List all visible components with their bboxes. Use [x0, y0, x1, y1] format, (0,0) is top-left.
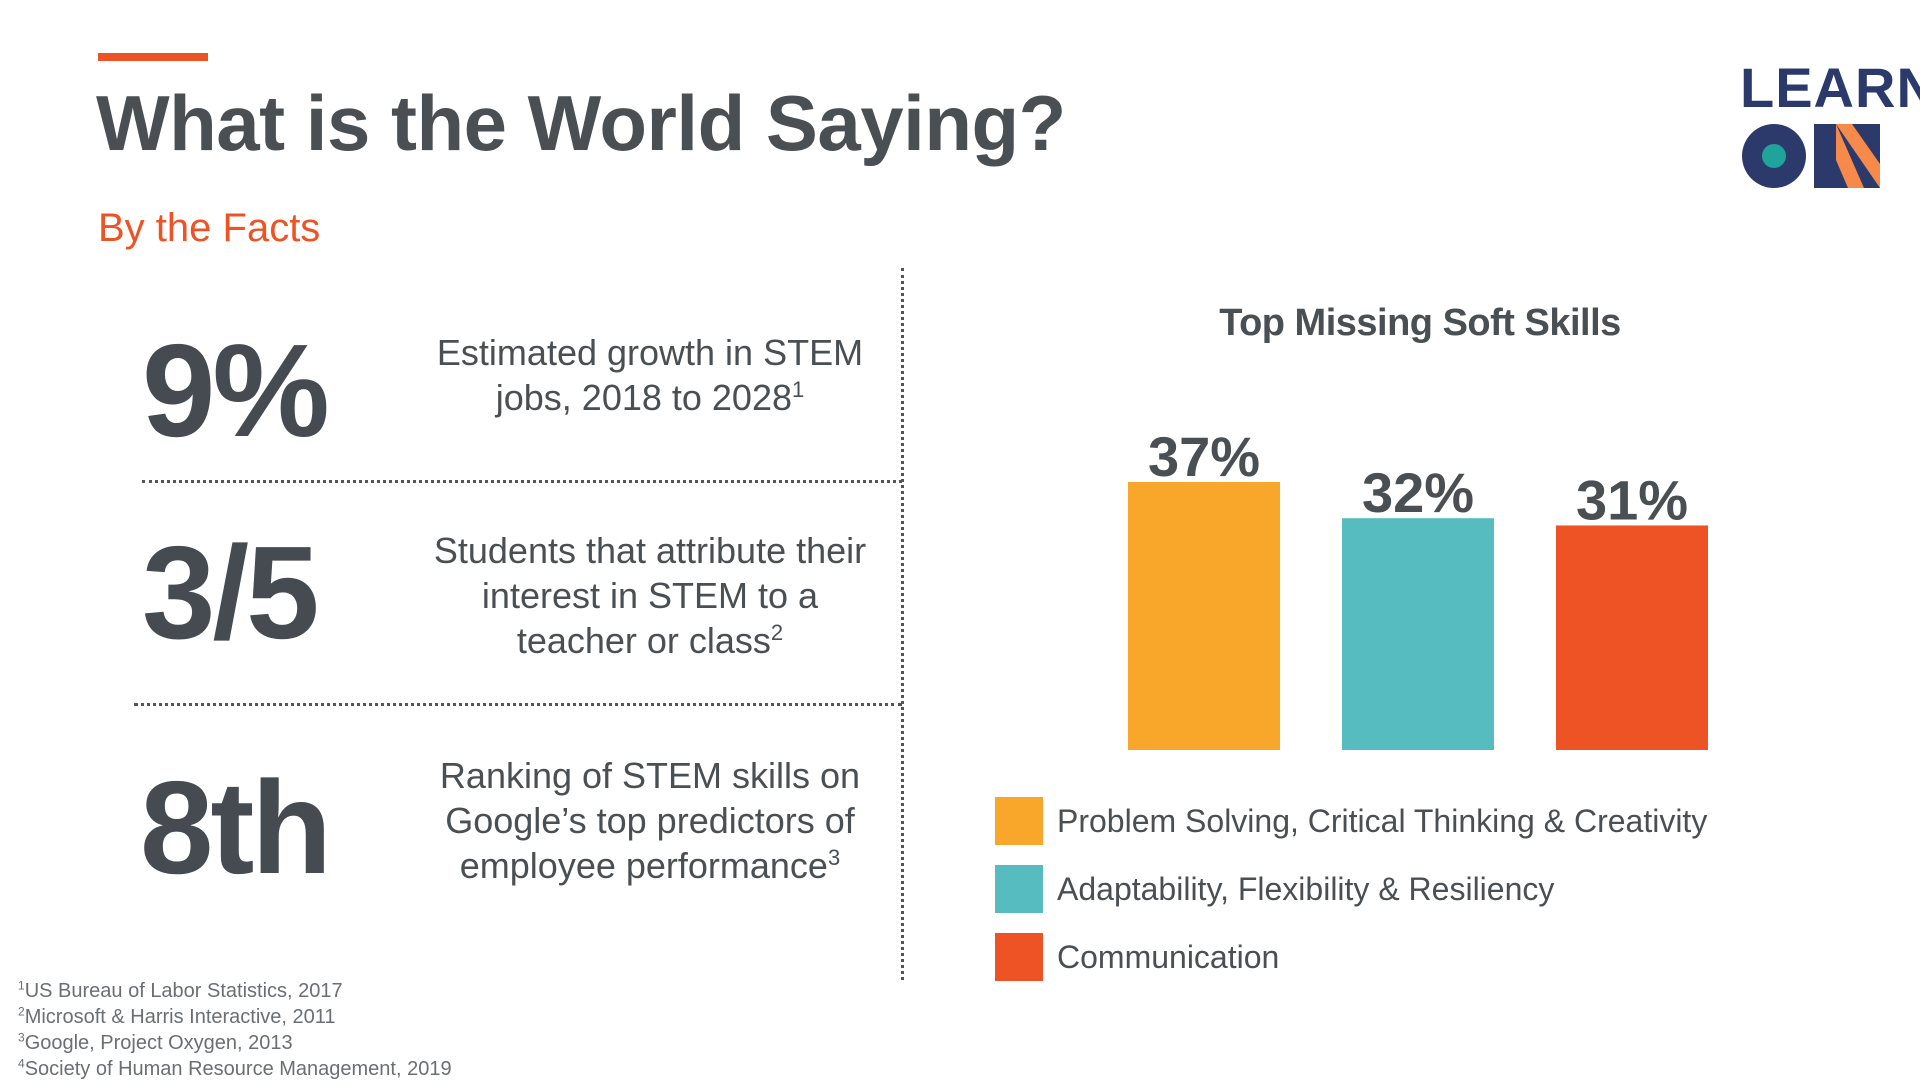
- bar-value-label-1: 37%: [1148, 425, 1260, 488]
- logo-n-accent-lower: [1836, 124, 1864, 188]
- fact-2-value: 3/5: [142, 519, 319, 666]
- footnote-text: Society of Human Resource Management, 20…: [24, 1058, 452, 1080]
- footnote: 2Microsoft & Harris Interactive, 2011: [18, 1004, 452, 1030]
- logo-o-dot: [1762, 144, 1786, 168]
- footnote-number: 2: [18, 1004, 25, 1019]
- legend-label: Communication: [1057, 938, 1280, 975]
- legend-label: Problem Solving, Critical Thinking & Cre…: [1057, 802, 1708, 839]
- chart-legend: Problem Solving, Critical Thinking & Cre…: [995, 795, 1707, 999]
- legend-swatch: [995, 797, 1043, 845]
- footnote: 4Society of Human Resource Management, 2…: [18, 1056, 452, 1082]
- chart-title: Top Missing Soft Skills: [1219, 302, 1621, 344]
- page-subtitle: By the Facts: [98, 206, 321, 250]
- fact-2-description: Students that attribute their interest i…: [420, 528, 880, 663]
- bar-1: [1128, 482, 1280, 750]
- legend-item: Communication: [995, 931, 1707, 983]
- fact-1-text: Estimated growth in STEM jobs, 2018 to 2…: [436, 332, 864, 418]
- divider-1: [142, 480, 902, 483]
- fact-2-text: Students that attribute their interest i…: [433, 530, 867, 661]
- logo-n-accent: [1836, 124, 1880, 188]
- footnote: 3Google, Project Oxygen, 2013: [18, 1030, 452, 1056]
- legend-label: Adaptability, Flexibility & Resiliency: [1057, 870, 1555, 907]
- fact-3-ref: 3: [827, 845, 841, 870]
- bar-value-label-2: 32%: [1362, 461, 1474, 524]
- footnote-number: 1: [18, 978, 25, 993]
- fact-1-value: 9%: [142, 317, 330, 464]
- learn-on-logo: LEARN: [1740, 58, 1920, 193]
- logo-learn-text: LEARN: [1740, 56, 1920, 119]
- fact-3-text: Ranking of STEM skills on Google’s top p…: [439, 755, 861, 886]
- bar-chart: 37% 32% 31%: [1128, 425, 1708, 750]
- footnote-text: Google, Project Oxygen, 2013: [24, 1032, 293, 1054]
- footnote-number: 3: [18, 1030, 25, 1045]
- fact-3-value: 8th: [140, 754, 332, 901]
- footnote-text: Microsoft & Harris Interactive, 2011: [24, 1006, 336, 1028]
- fact-3-description: Ranking of STEM skills on Google’s top p…: [420, 753, 880, 888]
- fact-2-ref: 2: [770, 620, 784, 645]
- legend-swatch: [995, 865, 1043, 913]
- bar-value-label-3: 31%: [1576, 468, 1688, 531]
- legend-item: Adaptability, Flexibility & Resiliency: [995, 863, 1707, 915]
- logo-on-mark: [1742, 124, 1880, 188]
- fact-1-ref: 1: [792, 377, 805, 402]
- divider-2: [134, 703, 902, 706]
- footnote-text: US Bureau of Labor Statistics, 2017: [24, 980, 343, 1002]
- fact-1-description: Estimated growth in STEM jobs, 2018 to 2…: [420, 330, 880, 420]
- vertical-divider: [901, 268, 904, 980]
- legend-item: Problem Solving, Critical Thinking & Cre…: [995, 795, 1707, 847]
- footnote: 1US Bureau of Labor Statistics, 2017: [18, 978, 452, 1004]
- footnotes: 1US Bureau of Labor Statistics, 2017 2Mic…: [18, 978, 452, 1082]
- bar-3: [1556, 525, 1708, 750]
- bar-2: [1342, 518, 1494, 750]
- footnote-number: 4: [18, 1056, 25, 1071]
- legend-swatch: [995, 933, 1043, 981]
- page-title: What is the World Saying?: [96, 79, 1066, 167]
- title-accent-bar: [98, 53, 208, 61]
